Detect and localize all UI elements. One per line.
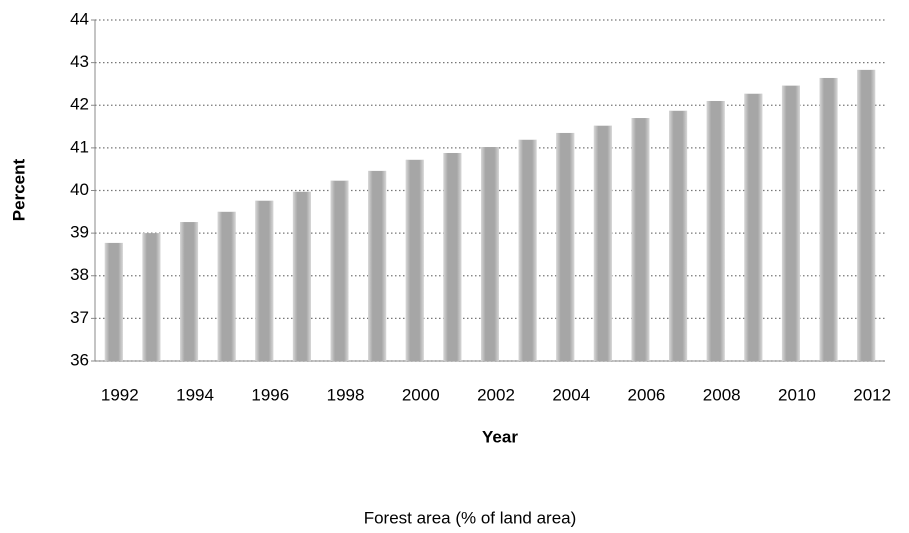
bar-shade: [518, 139, 537, 361]
x-axis-label: Year: [482, 427, 518, 446]
y-axis-label: Percent: [9, 158, 28, 221]
x-tick-label: 1992: [101, 385, 139, 404]
bar-shade: [217, 211, 236, 361]
bar-shade: [330, 180, 349, 361]
bar-shade: [669, 110, 688, 361]
bar-shade: [556, 132, 575, 361]
bar-shade: [819, 77, 838, 361]
x-tick-label: 1994: [176, 385, 214, 404]
y-tick-label: 36: [70, 350, 89, 369]
x-tick-label: 2010: [778, 385, 816, 404]
y-tick-label: 42: [70, 95, 89, 114]
y-tick-label: 44: [70, 9, 89, 28]
x-tick-label: 2004: [552, 385, 590, 404]
y-tick-label: 37: [70, 308, 89, 327]
y-tick-label: 43: [70, 52, 89, 71]
y-tick-label: 40: [70, 180, 89, 199]
bar-shade: [593, 125, 612, 362]
bar-shade: [481, 147, 499, 361]
bar-shade: [631, 118, 650, 361]
x-tick-label: 1996: [251, 385, 289, 404]
bar-shade: [255, 200, 274, 361]
bar-shade: [443, 152, 462, 361]
x-tick-label: 2008: [703, 385, 741, 404]
y-tick-label: 39: [70, 223, 89, 242]
y-tick-label: 41: [70, 137, 89, 156]
bar-shade: [857, 69, 876, 361]
bar-shade: [744, 93, 763, 362]
bar-shade: [142, 233, 161, 361]
bar-shade: [781, 85, 800, 361]
y-tick-label: 38: [70, 265, 89, 284]
bar-shade: [405, 159, 424, 361]
chart-title: Forest area (% of land area): [364, 508, 577, 527]
x-tick-label: 2002: [477, 385, 515, 404]
bar-shade: [104, 242, 123, 361]
x-tick-label: 2006: [628, 385, 666, 404]
bar-shade: [292, 191, 311, 361]
bar-shade: [706, 100, 725, 362]
x-tick-label: 2012: [853, 385, 891, 404]
bar-shade: [368, 170, 387, 361]
bar-shade: [180, 222, 199, 361]
x-tick-label: 2000: [402, 385, 440, 404]
x-tick-label: 1998: [327, 385, 365, 404]
